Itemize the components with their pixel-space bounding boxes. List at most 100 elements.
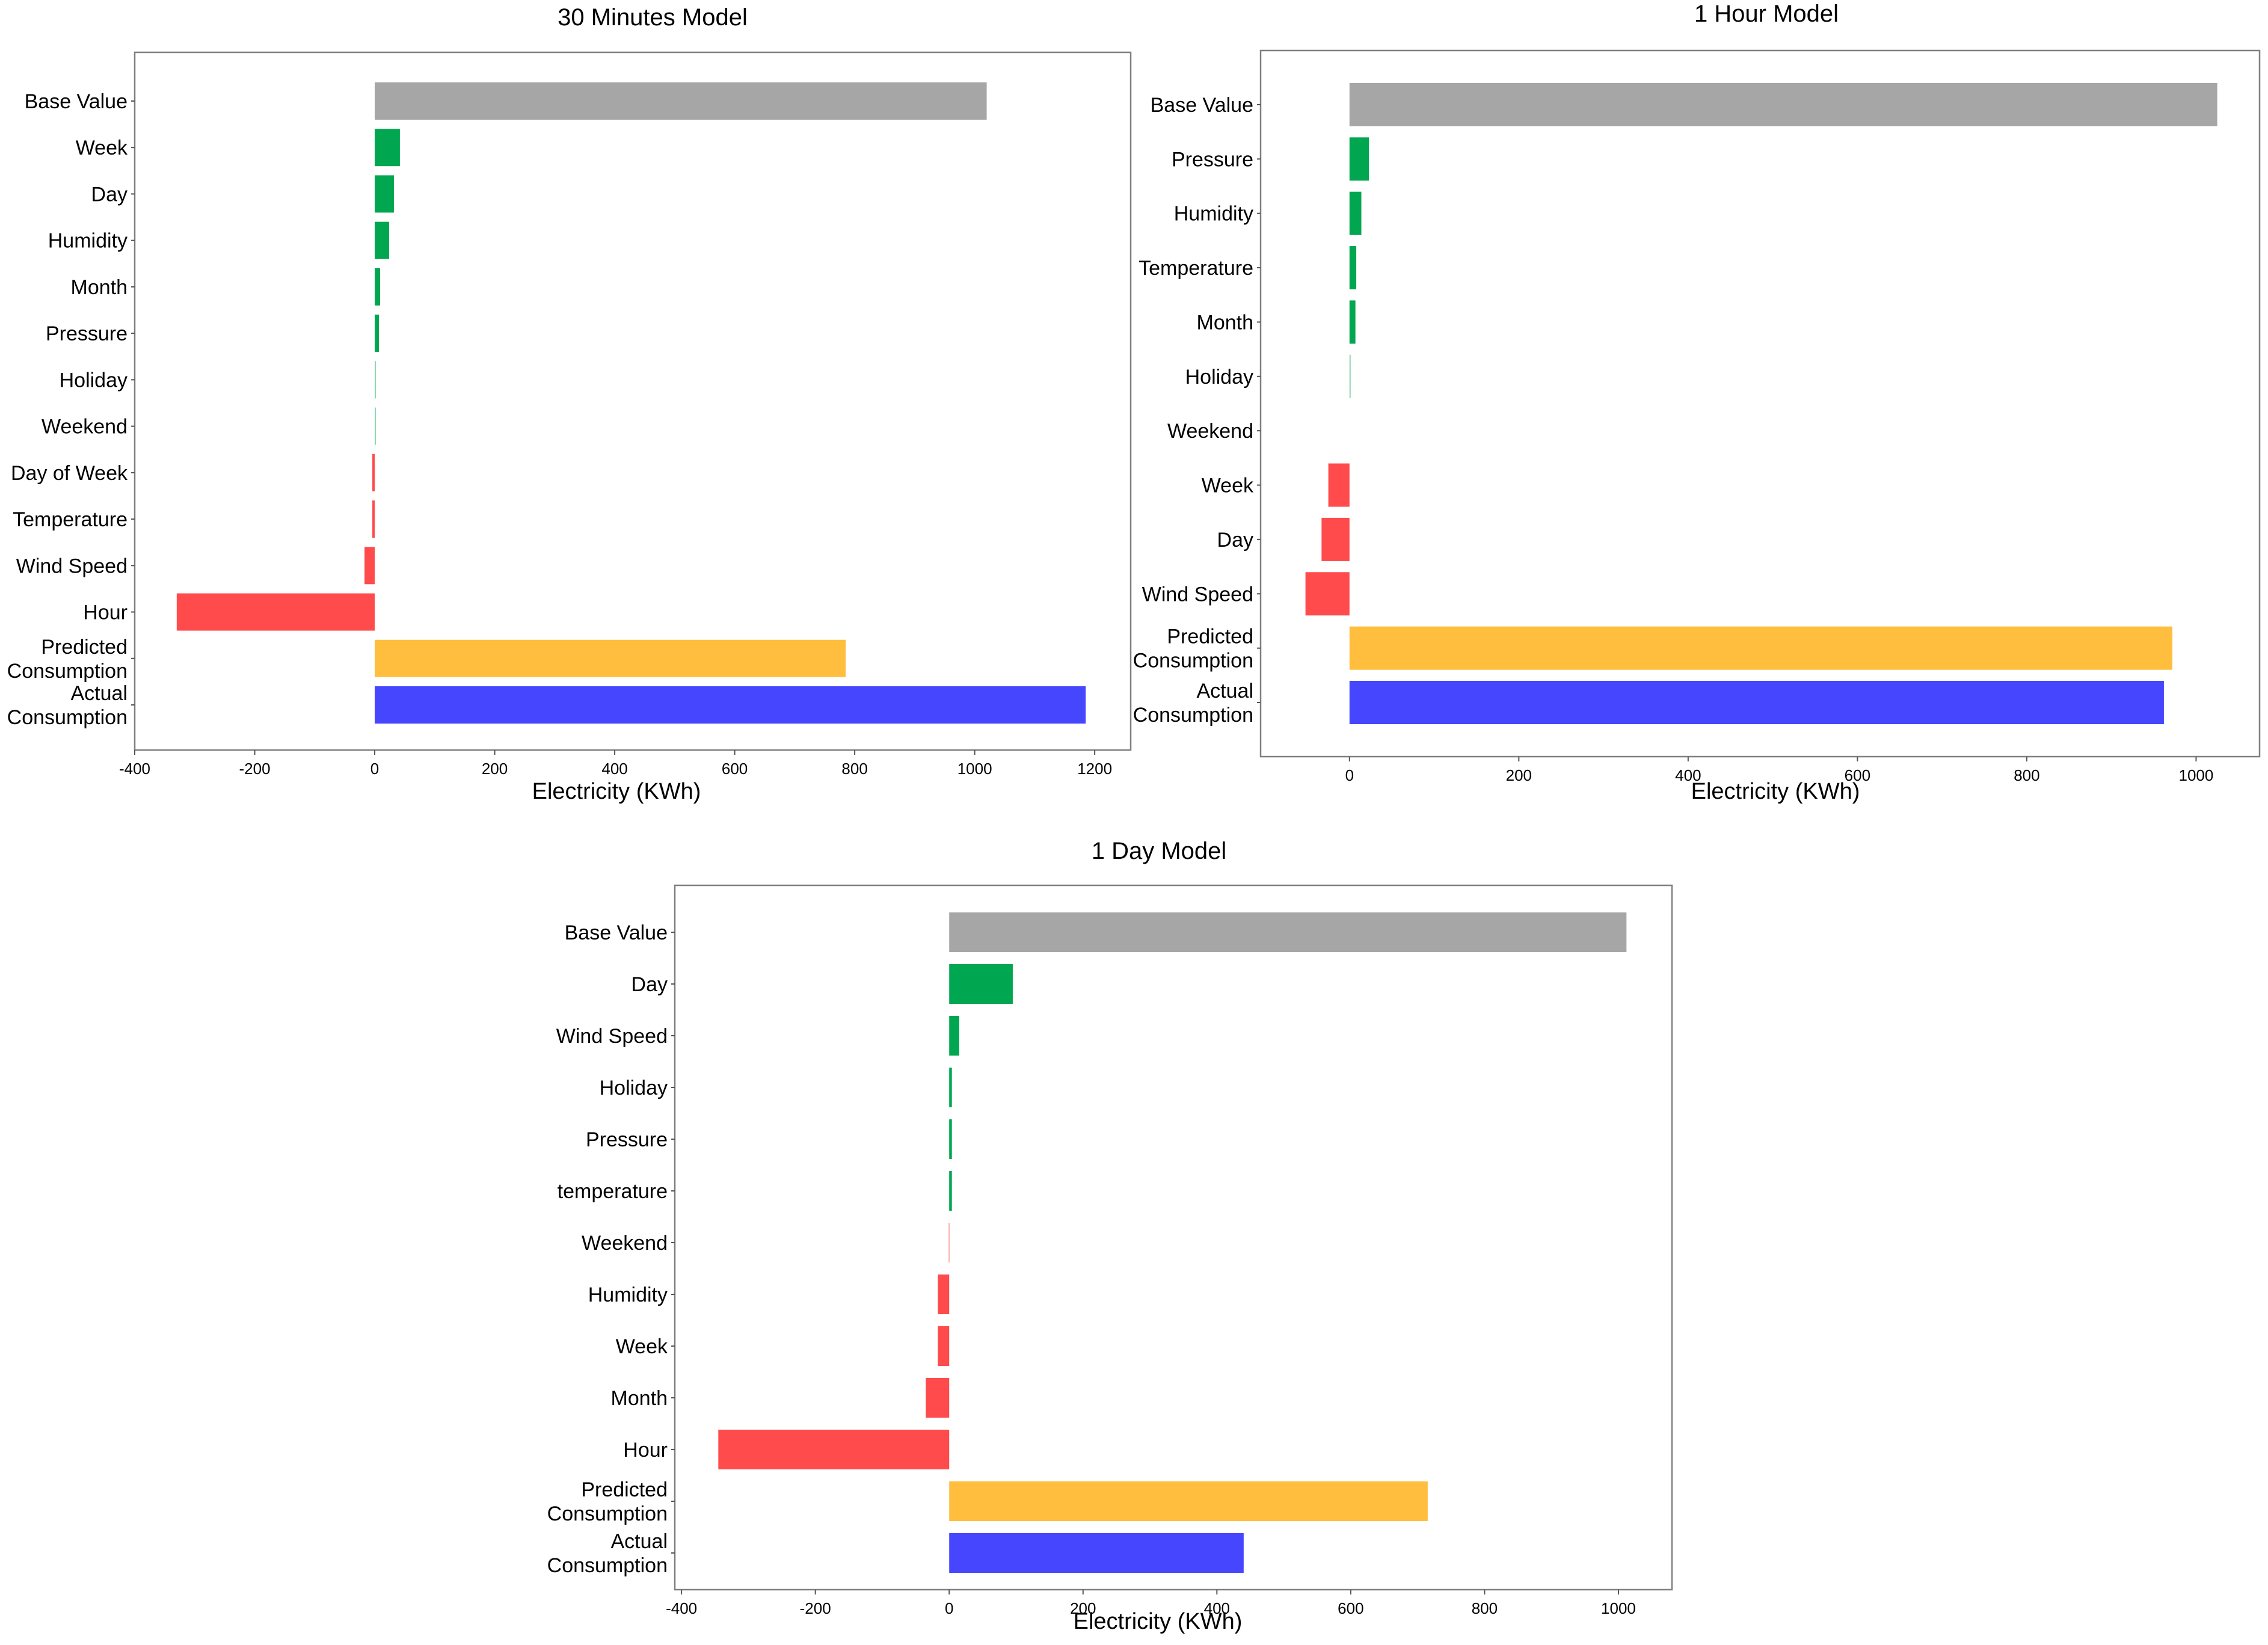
plot-frame [134,51,1132,751]
category-label-wind-speed: Wind Speed [1142,583,1253,606]
x-tick-label: 400 [1204,1599,1230,1617]
category-label-actual-consumption: Consumption [1133,704,1253,727]
chart-panel-1: 30 Minutes Model Base Value Week Day Humidit… [7,4,1132,804]
category-label-humidity: Humidity [48,230,128,253]
x-tick-label: 600 [1845,766,1870,784]
category-label-base-value: Base Value [25,90,128,113]
chart-title: 1 Day Model [1092,838,1227,864]
bar-temperature [372,500,375,538]
x-tick-label: 1000 [2179,766,2214,784]
category-label-actual-consumption: Actual [611,1530,668,1553]
category-label-day: Day [632,973,668,996]
x-axis-label: Electricity (KWh) [532,779,701,804]
x-tick-label: 1200 [1077,760,1112,778]
bar-wind-speed [949,1016,959,1056]
chart-title: 30 Minutes Model [558,4,748,31]
bar-weekend [948,1223,950,1262]
category-label-month: Month [611,1387,668,1410]
category-label-actual-consumption: Consumption [547,1554,668,1577]
category-label-day-of-week: Day of Week [11,462,128,485]
category-label-predicted-consumption: Consumption [547,1502,668,1525]
bar-day-of-week [372,454,375,491]
x-axis-label: Electricity (KWh) [1074,1609,1243,1634]
category-label-predicted-consumption: Consumption [7,660,128,683]
bar-base-value [375,82,987,120]
bar-predicted-consumption [949,1481,1428,1521]
bar-humidity [375,221,389,259]
plot-frame [674,884,1673,1591]
x-tick-label: 800 [2014,766,2039,784]
category-label-weekend: Weekend [41,416,128,438]
category-label-temperature: Temperature [1139,257,1253,280]
bar-holiday [375,361,376,399]
chart-title: 1 Hour Model [1694,1,1839,27]
bar-week [1328,463,1350,507]
x-tick-label: -400 [119,760,150,778]
category-label-pressure: Pressure [46,322,128,345]
bar-weekend [375,407,376,445]
category-label-base-value: Base Value [1151,94,1253,117]
bar-hour [176,593,375,631]
category-label-predicted-consumption: Predicted [1167,626,1253,648]
bar-day [949,964,1013,1004]
bar-humidity [1349,191,1362,235]
category-label-humidity: Humidity [588,1284,668,1306]
bar-week [938,1326,950,1366]
x-tick-label: -200 [239,760,270,778]
x-tick-label: 0 [945,1599,953,1617]
bar-day [375,175,394,213]
plot-frame [1259,49,2261,758]
bar-temperature [1349,246,1357,290]
category-label-holiday: Holiday [1185,366,1253,389]
bar-month [926,1378,950,1418]
bar-pressure [375,315,380,352]
bar-actual-consumption [375,686,1086,724]
bar-week [375,129,400,167]
chart-panel-3: 1 Day Model Base Value Day Wind Speed Holida… [547,838,1673,1634]
x-tick-label: 600 [1338,1599,1363,1617]
category-label-week: Week [1202,475,1254,497]
bar-actual-consumption [1349,681,2164,724]
bar-pressure [949,1119,952,1159]
bar-wind-speed [1305,572,1350,616]
x-tick-label: -200 [800,1599,831,1617]
bar-holiday [1349,354,1351,398]
x-axis-label: Electricity (KWh) [1691,779,1860,804]
category-label-week: Week [616,1335,668,1358]
x-tick-label: 800 [1472,1599,1498,1617]
x-tick-label: 400 [1675,766,1701,784]
category-label-hour: Hour [623,1439,668,1462]
x-tick-label: 800 [841,760,867,778]
bar-holiday [949,1068,952,1107]
category-label-month: Month [1197,311,1254,334]
x-tick-label: 1000 [957,760,992,778]
category-label-week: Week [76,137,128,159]
category-label-month: Month [71,276,128,299]
x-tick-label: 600 [722,760,748,778]
category-label-base-value: Base Value [565,921,668,944]
bar-base-value [949,912,1627,952]
category-label-predicted-consumption: Predicted [581,1478,668,1501]
x-tick-label: 0 [1345,766,1354,784]
category-label-actual-consumption: Consumption [7,706,128,729]
x-tick-label: 1000 [1601,1599,1636,1617]
bar-month [1349,300,1356,344]
bar-predicted-consumption [1349,626,2173,670]
category-label-actual-consumption: Actual [71,682,128,705]
category-label-temperature: temperature [558,1180,668,1203]
bar-day [1321,517,1350,561]
bar-humidity [938,1274,950,1314]
bar-pressure [1349,137,1369,181]
category-label-wind-speed: Wind Speed [556,1025,668,1048]
bar-wind-speed [364,547,375,585]
bar-hour [718,1430,950,1469]
category-label-pressure: Pressure [1172,148,1253,171]
x-tick-label: 200 [482,760,508,778]
bar-temperature [949,1171,952,1211]
category-label-weekend: Weekend [582,1232,668,1255]
category-label-predicted-consumption: Predicted [41,636,128,659]
category-label-actual-consumption: Actual [1197,680,1254,703]
x-tick-label: -400 [666,1599,697,1617]
category-label-day: Day [91,183,128,206]
